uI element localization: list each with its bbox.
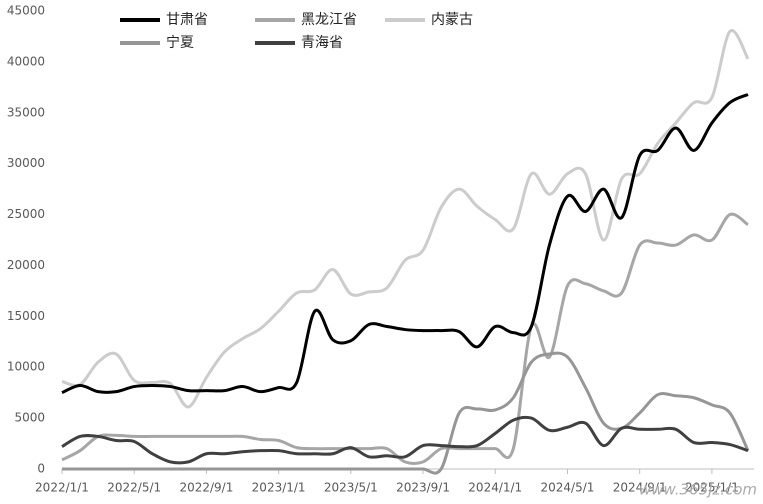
x-tick-label: 2023/5/1 (324, 481, 378, 495)
y-tick-label: 5000 (14, 411, 45, 425)
y-tick-label: 15000 (7, 309, 45, 323)
legend-text: 甘肃省 (166, 12, 208, 28)
legend-text: 黑龙江省 (301, 12, 357, 28)
series-line (61, 212, 749, 466)
x-tick-label: 2024/1/1 (468, 481, 522, 495)
y-tick-label: 0 (37, 462, 45, 476)
y-tick-label: 25000 (7, 207, 45, 221)
x-tick-label: 2024/5/1 (541, 481, 595, 495)
x-tick-label: 2022/9/1 (179, 481, 233, 495)
y-tick-label: 10000 (7, 360, 45, 374)
y-tick-label: 20000 (7, 258, 45, 272)
x-tick-label: 2024/9/1 (613, 481, 667, 495)
x-tick-label: 2022/1/1 (35, 481, 89, 495)
y-tick-label: 40000 (7, 54, 45, 68)
x-tick-label: 2022/5/1 (107, 481, 161, 495)
watermark: www.365jz.com (639, 481, 757, 499)
x-tick-label: 2023/9/1 (396, 481, 450, 495)
y-tick-label: 35000 (7, 105, 45, 119)
series-line (61, 93, 749, 395)
x-tick-label: 2025/1/1 (685, 481, 739, 495)
y-tick-label: 45000 (7, 4, 45, 18)
y-tick-label: 30000 (7, 156, 45, 170)
series-line (61, 28, 750, 409)
legend-text: 青海省 (301, 35, 343, 51)
series-line (62, 351, 750, 475)
series-line (61, 415, 749, 465)
legend-text: 宁夏 (166, 34, 194, 51)
x-tick-label: 2023/1/1 (252, 481, 306, 495)
legend-text: 内蒙古 (431, 12, 473, 28)
